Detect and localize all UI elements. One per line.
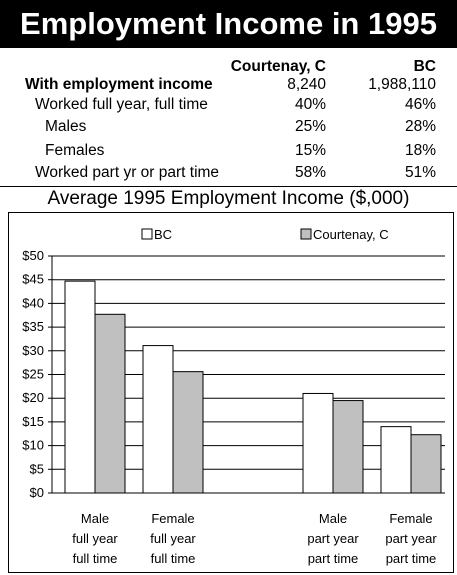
row-value-courtenay: 8,240 <box>287 76 326 93</box>
chart-title: Average 1995 Employment Income ($,000) <box>47 188 410 209</box>
row-label: Males <box>45 118 87 135</box>
x-category-label: full year <box>72 531 118 546</box>
row-value-bc: 1,988,110 <box>368 76 436 93</box>
row-value-bc: 28% <box>404 118 436 135</box>
row-value-bc: 51% <box>404 164 436 181</box>
divider <box>0 186 457 187</box>
title-bar <box>0 0 457 48</box>
y-tick-label: $15 <box>22 414 44 429</box>
bar <box>94 313 126 494</box>
page-title: Employment Income in 1995 <box>20 6 437 41</box>
x-category-label: part time <box>308 551 359 566</box>
chart-frame <box>8 212 454 573</box>
y-tick-label: $5 <box>30 461 44 476</box>
y-tick-label: $20 <box>22 390 44 405</box>
x-category-label: full time <box>151 551 196 566</box>
y-tick-label: $40 <box>22 295 44 310</box>
legend-label: Courtenay, C <box>313 227 389 242</box>
x-category-label: part year <box>307 531 359 546</box>
legend-swatch <box>300 228 312 240</box>
legend-swatch <box>141 228 153 240</box>
y-tick-label: $30 <box>22 343 44 358</box>
col-header-bc: BC <box>413 58 436 75</box>
y-tick-label: $25 <box>22 367 44 382</box>
bar <box>64 280 96 494</box>
row-value-courtenay: 25% <box>294 118 326 135</box>
x-category-label: full time <box>73 551 118 566</box>
y-tick-label: $45 <box>22 272 44 287</box>
row-label: With employment income <box>25 76 213 93</box>
bar <box>172 371 204 494</box>
x-category-label: part year <box>385 531 437 546</box>
bar <box>302 392 334 494</box>
row-label: Worked part yr or part time <box>35 164 220 181</box>
row-label: Females <box>45 142 105 159</box>
row-value-courtenay: 15% <box>294 142 326 159</box>
x-category-label: Female <box>151 511 194 526</box>
bar <box>332 400 364 494</box>
x-category-label: Male <box>81 511 109 526</box>
bar <box>380 426 412 494</box>
x-category-label: full year <box>150 531 196 546</box>
y-tick-label: $0 <box>30 485 44 500</box>
x-category-label: Female <box>389 511 432 526</box>
row-value-courtenay: 58% <box>294 164 326 181</box>
employment-table: Courtenay, C BC With employment income 8… <box>0 48 457 186</box>
y-tick-label: $10 <box>22 438 44 453</box>
y-tick-label: $35 <box>22 319 44 334</box>
y-tick-label: $50 <box>22 248 44 263</box>
row-value-courtenay: 40% <box>294 96 326 113</box>
col-header-courtenay: Courtenay, C <box>230 58 326 75</box>
bar <box>410 434 442 494</box>
x-category-label: Male <box>319 511 347 526</box>
row-label: Worked full year, full time <box>35 96 208 113</box>
row-value-bc: 18% <box>404 142 436 159</box>
bar <box>142 345 174 494</box>
row-value-bc: 46% <box>404 96 436 113</box>
legend-label: BC <box>154 227 172 242</box>
x-category-label: part time <box>386 551 437 566</box>
